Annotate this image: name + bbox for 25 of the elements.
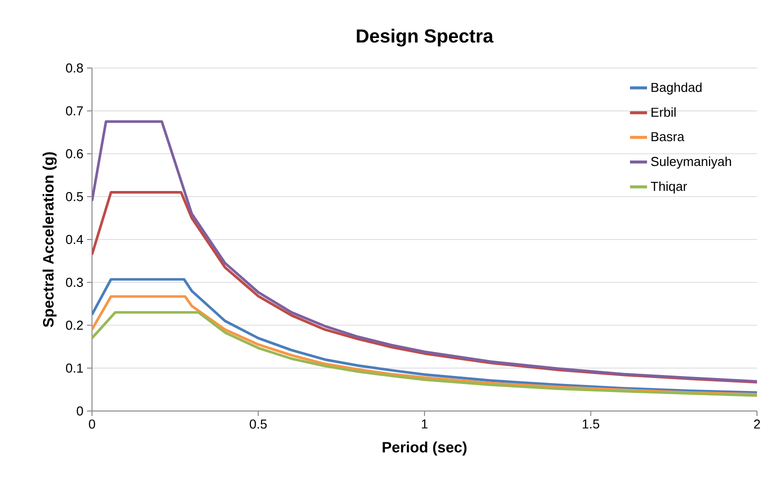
legend-label: Thiqar — [650, 181, 688, 194]
line-series — [92, 120, 758, 383]
y-tick-label: 0.1 — [66, 364, 83, 373]
y-tick-label: 0.6 — [66, 149, 83, 158]
y-axis-title: Spectral Acceleration (g) — [42, 152, 57, 328]
y-tick-label: 0.4 — [66, 234, 84, 244]
legend-label: Basra — [652, 132, 684, 142]
y-tick-label: 0.8 — [66, 63, 83, 73]
y-tick-label: 0 — [76, 406, 83, 416]
x-tick-label: 1.5 — [582, 420, 600, 429]
y-tick-label: 0.7 — [66, 106, 83, 116]
y-tick-label: 0.2 — [66, 320, 83, 330]
x-tick-label: 0.5 — [250, 420, 267, 429]
x-tick-label: 1 — [422, 420, 428, 428]
x-axis-title: Period (sec) — [382, 442, 467, 456]
x-tick-label: 0 — [88, 420, 96, 429]
x-tick-label: 2 — [754, 420, 760, 429]
legend-label: Suleymaniyah — [651, 156, 732, 169]
chart-title: Design Spectra — [356, 28, 494, 47]
y-tick-label: 0.3 — [66, 278, 83, 287]
line-series — [92, 278, 758, 394]
y-tick-label: 0.5 — [66, 192, 83, 202]
legend-label: Erbil — [652, 107, 676, 117]
line-series — [92, 311, 758, 397]
legend-label: Baghdad — [652, 82, 702, 95]
